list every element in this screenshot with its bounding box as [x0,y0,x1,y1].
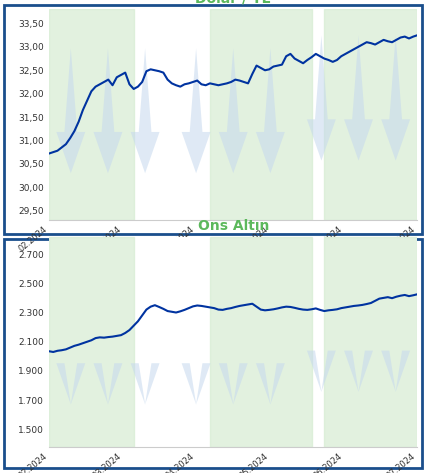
Bar [49,9,134,220]
Polygon shape [344,350,373,392]
Polygon shape [181,48,210,173]
Title: Dolar / TL: Dolar / TL [196,0,271,6]
Polygon shape [381,35,410,161]
Bar [210,9,311,220]
Polygon shape [56,48,85,173]
Polygon shape [131,48,159,173]
Polygon shape [219,48,248,173]
Bar [49,236,134,447]
Polygon shape [256,48,285,173]
Polygon shape [344,35,373,161]
Title: Ons Altın: Ons Altın [198,219,269,233]
Bar [324,236,417,447]
Bar [210,236,311,447]
Polygon shape [307,35,336,161]
Polygon shape [131,363,159,404]
Polygon shape [93,48,122,173]
Polygon shape [307,350,336,392]
Polygon shape [256,363,285,404]
Polygon shape [381,350,410,392]
Bar [324,9,417,220]
Polygon shape [56,363,85,404]
Polygon shape [181,363,210,404]
Polygon shape [219,363,248,404]
Polygon shape [93,363,122,404]
